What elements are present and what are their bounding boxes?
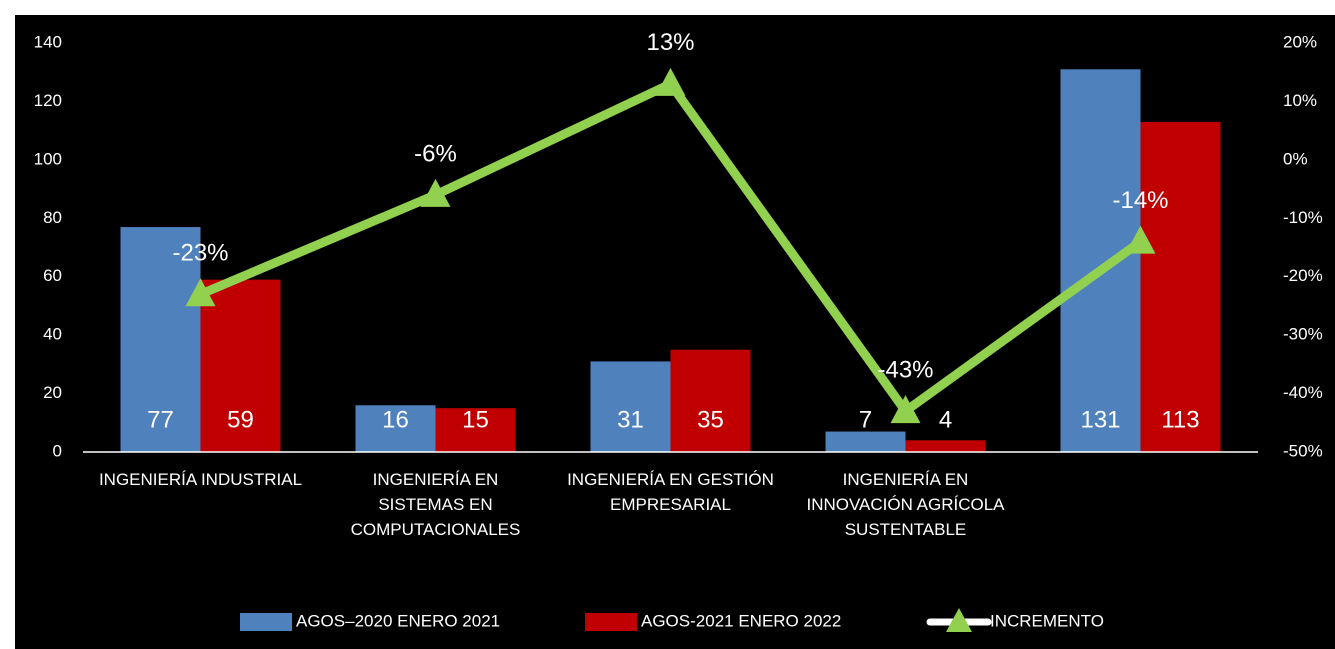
legend-label: AGOS-2021 ENERO 2022	[641, 611, 841, 630]
line-value-label: -43%	[877, 356, 933, 383]
y-tick-label: 120	[34, 91, 62, 110]
y2-tick-label: -20%	[1283, 266, 1323, 285]
y2-tick-label: -40%	[1283, 383, 1323, 402]
bar	[670, 349, 751, 452]
bar-value-label: 77	[147, 406, 174, 433]
legend-swatch	[585, 613, 637, 631]
bar-value-label: 4	[939, 406, 952, 433]
x-tick-label-box: INGENIERÍA INDUSTRIAL	[98, 470, 303, 489]
legend-label: AGOS–2020 ENERO 2021	[296, 611, 500, 630]
bar	[1060, 69, 1141, 453]
line-marker	[890, 395, 921, 424]
bar-value-label: 59	[227, 406, 254, 433]
bar	[120, 227, 201, 452]
bar	[905, 440, 986, 452]
y2-tick-label: 0%	[1283, 149, 1308, 168]
line-value-label: -14%	[1112, 187, 1168, 214]
y2-tick-label: -30%	[1283, 325, 1323, 344]
line-marker	[420, 178, 451, 207]
y2-tick-label: -10%	[1283, 208, 1323, 227]
bar-value-label: 131	[1080, 406, 1120, 433]
x-tick-label: INGENIERÍA EN INNOVACIÓN AGRÍCOLA SUSTEN…	[806, 470, 1005, 539]
line-value-label: -23%	[172, 240, 228, 267]
x-tick-label-box: INGENIERÍA EN GESTIÓN EMPRESARIAL	[567, 470, 774, 514]
bar	[1140, 121, 1221, 452]
bar-value-label: 7	[859, 406, 872, 433]
legend-label: INCREMENTO	[990, 611, 1104, 630]
bar	[200, 279, 281, 452]
y2-tick-label: 10%	[1283, 91, 1317, 110]
x-tick-label-box: INGENIERÍA EN INNOVACIÓN AGRÍCOLA SUSTEN…	[806, 470, 1005, 539]
x-tick-label: INGENIERÍA INDUSTRIAL	[98, 470, 303, 489]
line-marker	[185, 278, 216, 307]
y2-tick-label: -50%	[1283, 441, 1323, 460]
bar	[590, 361, 671, 452]
bar-value-label: 35	[697, 406, 724, 433]
bar	[355, 405, 436, 452]
y-tick-label: 40	[43, 325, 62, 344]
legend-marker	[946, 608, 972, 632]
y-tick-label: 100	[34, 149, 62, 168]
line-marker	[1125, 225, 1156, 254]
bar	[435, 408, 516, 452]
x-tick-label: INGENIERÍA EN SISTEMAS EN COMPUTACIONALE…	[350, 470, 521, 539]
line-value-label: -6%	[414, 140, 457, 167]
bar	[825, 431, 906, 452]
y-tick-label: 20	[43, 383, 62, 402]
bar-value-label: 31	[617, 406, 644, 433]
line-value-label: 13%	[646, 29, 694, 56]
y2-tick-label: 20%	[1283, 32, 1317, 51]
x-tick-label: INGENIERÍA EN GESTIÓN EMPRESARIAL	[567, 470, 774, 514]
bar-value-label: 16	[382, 406, 409, 433]
y-tick-label: 0	[53, 441, 62, 460]
bar-value-label: 113	[1161, 406, 1199, 433]
x-tick-label-box: INGENIERÍA EN SISTEMAS EN COMPUTACIONALE…	[350, 470, 521, 539]
line-marker	[655, 67, 686, 96]
y-tick-label: 60	[43, 266, 62, 285]
y-tick-label: 140	[34, 32, 62, 51]
legend-swatch	[240, 613, 292, 631]
bar-value-label: 15	[462, 406, 489, 433]
y-tick-label: 80	[43, 208, 62, 227]
